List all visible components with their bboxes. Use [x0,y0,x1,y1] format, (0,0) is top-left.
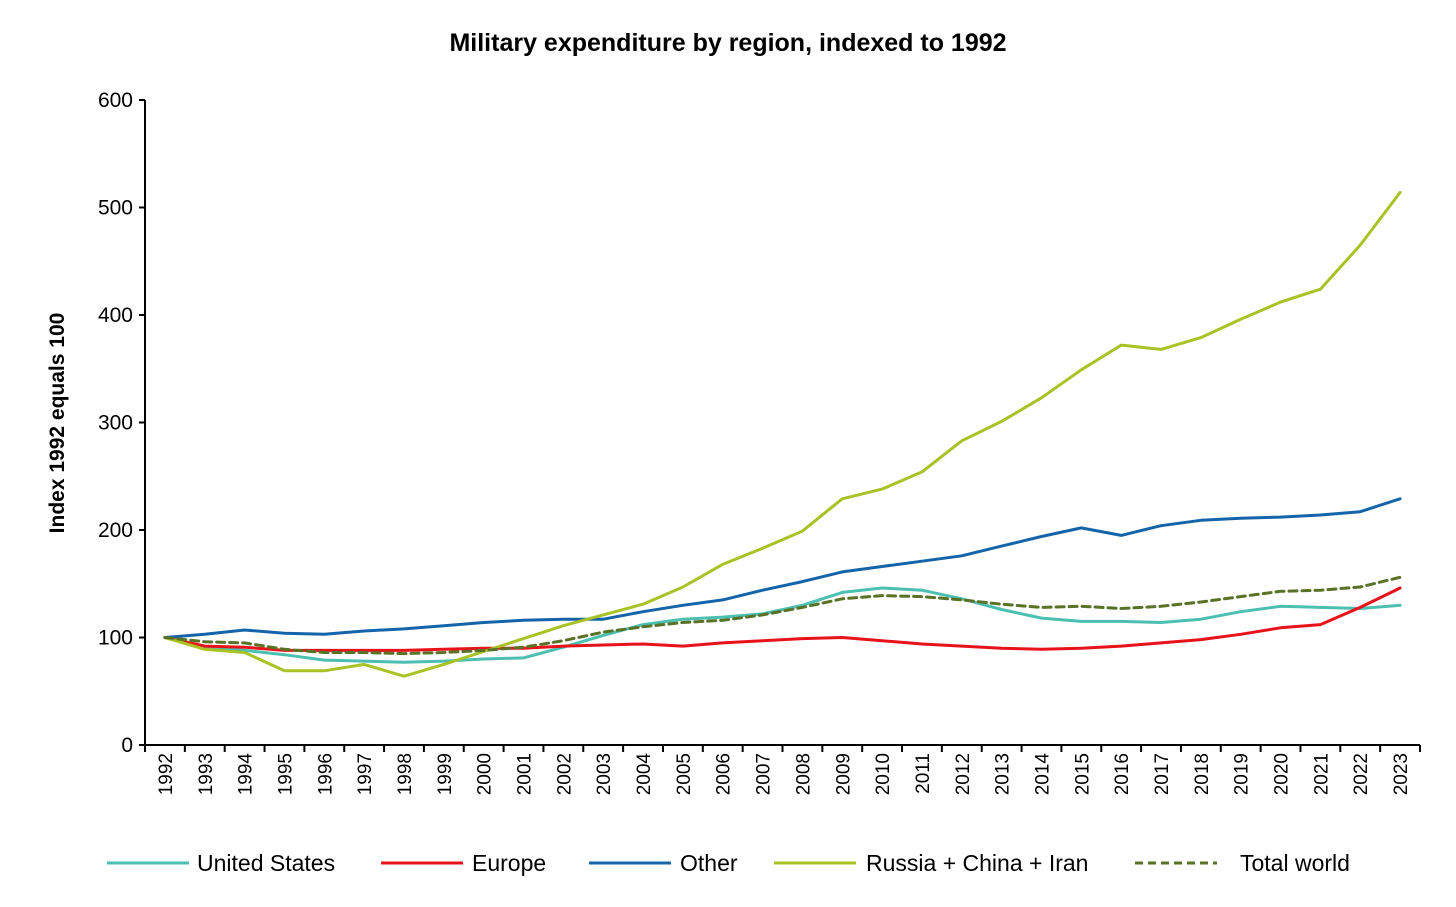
x-tick-label: 1996 [315,753,336,795]
y-tick-label: 100 [98,627,133,650]
x-tick-label: 2009 [833,753,854,795]
x-tick-label: 2022 [1351,753,1372,795]
y-tick-label: 300 [98,412,133,435]
series-line-1 [163,586,1402,652]
legend-label-4: Total world [1240,850,1350,876]
x-tick-label: 2019 [1232,753,1253,795]
x-tick-label: 1992 [156,753,177,795]
x-tick-label: 2018 [1192,753,1213,795]
x-tick-label: 2003 [594,753,615,795]
series-lines [163,190,1402,678]
x-tick-label: 2000 [475,753,496,795]
x-tick-label: 2023 [1391,753,1412,795]
x-tick-label: 2014 [1032,753,1053,796]
x-tick-label: 2011 [913,753,934,794]
x-tick-label: 2005 [674,753,695,795]
series-line-4 [163,575,1402,656]
x-tick-label: 1999 [435,753,456,795]
x-tick-label: 1995 [275,753,296,795]
x-tick-label: 2007 [754,753,775,795]
x-tick-label: 2020 [1272,753,1293,795]
legend-label-3: Russia + China + Iran [866,850,1088,876]
x-tick-label: 2006 [714,753,735,795]
x-tick-label: 2001 [515,753,536,795]
x-tick-label: 2008 [793,753,814,795]
x-tick-label: 1993 [196,753,217,795]
y-tick-label: 600 [98,89,133,112]
legend-label-1: Europe [472,850,546,876]
x-tick-label: 2016 [1112,753,1133,795]
x-tick-label: 2021 [1311,753,1332,795]
series-line-0 [163,586,1402,664]
legend: United States Europe Other Russia + China +… [107,850,1350,876]
chart-title: Military expenditure by region, indexed … [449,29,1006,57]
x-tick-label: 2013 [993,753,1014,795]
x-tick-label: 2017 [1152,753,1173,795]
legend-label-2: Other [680,850,738,876]
x-tick-label: 2012 [953,753,974,795]
y-tick-label: 400 [98,304,133,327]
y-tick-label: 0 [121,734,133,757]
series-line-3 [163,190,1402,678]
y-tick-label: 200 [98,519,133,542]
x-tick-label: 2010 [873,753,894,795]
x-tick-label: 2002 [554,753,575,795]
x-tick-label: 2015 [1072,753,1093,795]
x-tick-label: 2004 [634,753,655,796]
y-axis-ticks: 0 100 200 300 400 500 600 [98,89,145,757]
series-line-2 [163,497,1402,639]
x-axis-ticks: 1992 1993 1994 1995 1996 1997 1998 1999 2000 2001… [144,745,1421,796]
legend-label-0: United States [197,850,335,876]
x-tick-label: 1997 [355,753,376,795]
x-tick-label: 1998 [395,753,416,795]
y-tick-label: 500 [98,197,133,220]
x-tick-label: 1994 [236,753,257,796]
y-axis-label: Index 1992 equals 100 [46,313,69,534]
